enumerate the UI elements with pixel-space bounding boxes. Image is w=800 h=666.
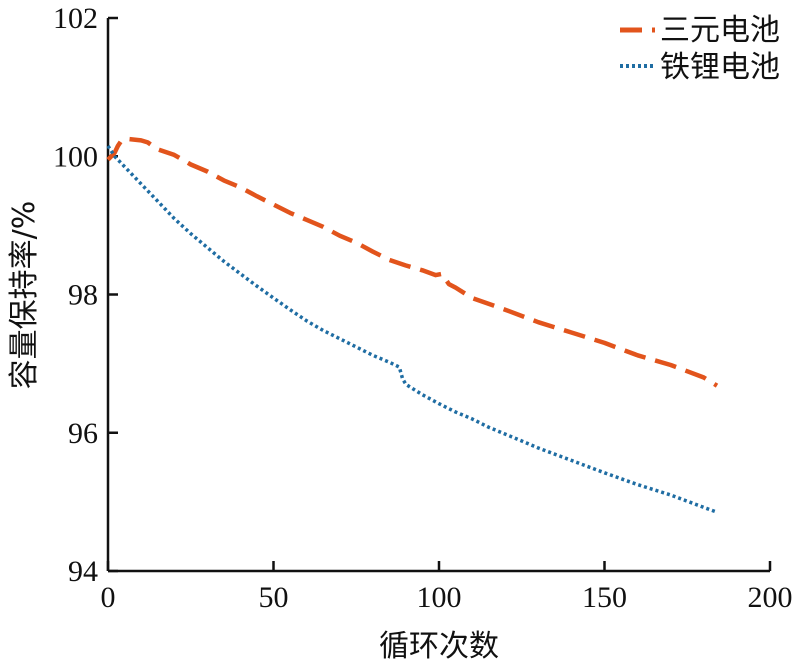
x-ticks: 0 50 100 150 200 [101,561,793,614]
y-tick-label: 102 [53,2,98,35]
legend-label-ternary: 三元电池 [660,13,780,48]
x-tick-label: 100 [417,581,462,614]
series-line-1 [106,144,718,514]
y-tick-label: 94 [68,555,98,588]
x-tick-label: 150 [582,581,627,614]
x-axis-label: 循环次数 [379,629,499,664]
y-tick-label: 96 [68,417,98,450]
legend-label-lfp: 铁锂电池 [660,50,780,85]
y-tick-label: 100 [53,140,98,173]
x-tick-label: 0 [101,581,116,614]
y-ticks: 94 96 98 100 102 [53,2,118,588]
y-axis-label: 容量保持率/% [7,201,42,390]
series-group [106,136,719,514]
x-tick-label: 200 [748,581,793,614]
legend: 三元电池 铁锂电池 [620,13,780,85]
series-line-0 [106,136,719,388]
y-tick-label: 98 [68,279,98,312]
x-tick-label: 50 [259,581,289,614]
